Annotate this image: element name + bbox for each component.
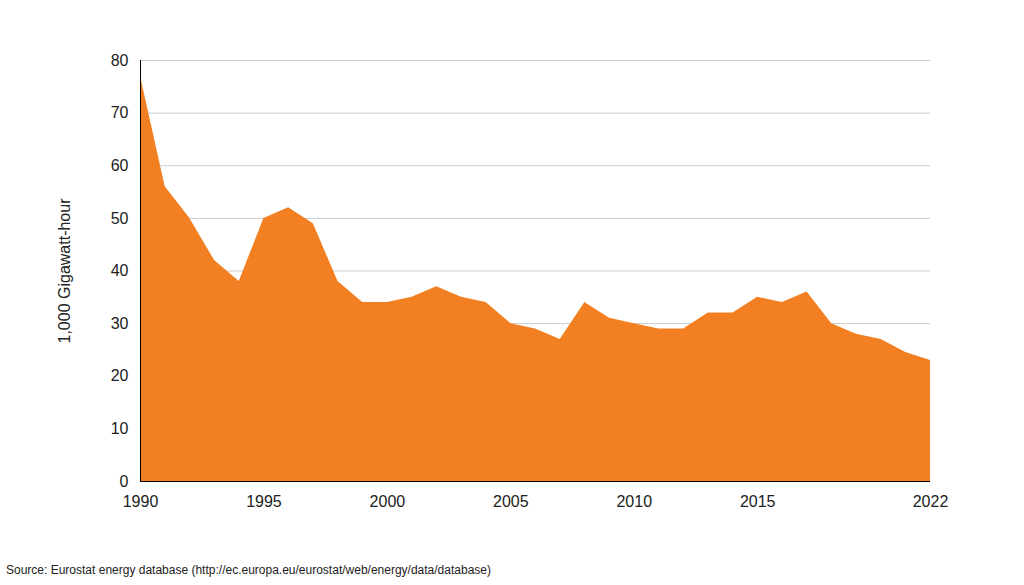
svg-text:2022: 2022 — [913, 493, 949, 510]
svg-text:1990: 1990 — [123, 493, 159, 510]
svg-text:80: 80 — [111, 52, 129, 69]
svg-text:40: 40 — [111, 262, 129, 279]
svg-text:1995: 1995 — [246, 493, 282, 510]
svg-text:20: 20 — [111, 367, 129, 384]
svg-text:2015: 2015 — [740, 493, 776, 510]
svg-text:2005: 2005 — [493, 493, 529, 510]
svg-text:60: 60 — [111, 157, 129, 174]
svg-text:0: 0 — [120, 473, 129, 490]
svg-text:2010: 2010 — [616, 493, 652, 510]
html-text:Source: Eurostat energy databa: Source: Eurostat energy database (http:/… — [6, 563, 491, 577]
svg-text:50: 50 — [111, 209, 129, 226]
svg-text:70: 70 — [111, 104, 129, 121]
svg-text:2000: 2000 — [370, 493, 406, 510]
svg-text:1,000 Gigawatt-hour: 1,000 Gigawatt-hour — [56, 198, 73, 344]
svg-text:10: 10 — [111, 420, 129, 437]
svg-text:30: 30 — [111, 315, 129, 332]
